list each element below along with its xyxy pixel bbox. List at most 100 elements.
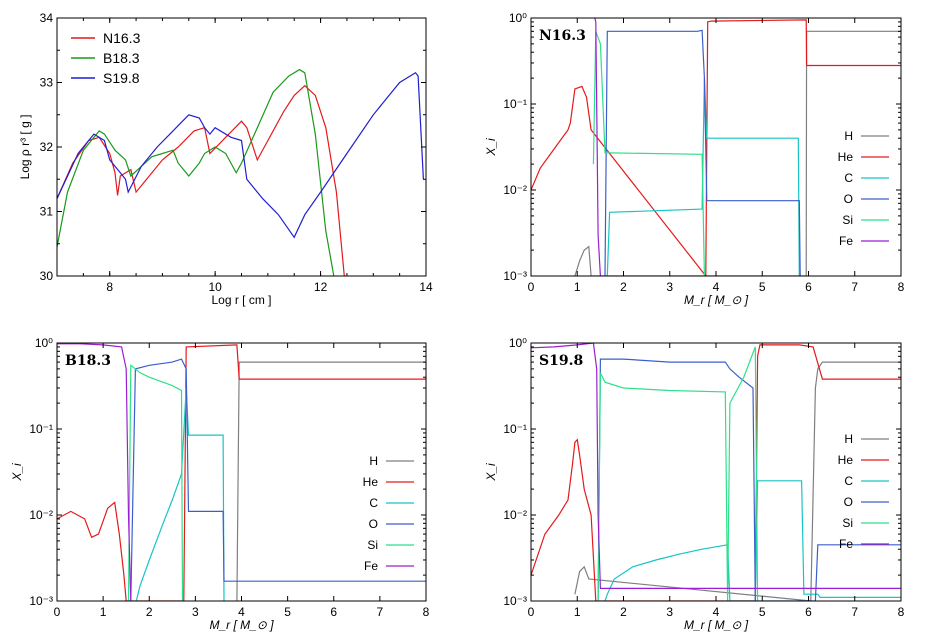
series-line-he bbox=[531, 344, 901, 601]
y-tick-label: 30 bbox=[40, 269, 54, 283]
x-tick-label: 7 bbox=[851, 605, 858, 619]
series-line-o bbox=[130, 358, 426, 601]
x-tick-label: 8 bbox=[106, 280, 113, 294]
legend-label: H bbox=[844, 129, 853, 143]
series-line-c bbox=[604, 480, 901, 601]
x-tick-label: 5 bbox=[759, 280, 766, 294]
series-line-fe bbox=[594, 18, 601, 276]
y-tick-label: 10⁻² bbox=[503, 508, 527, 522]
x-tick-label: 3 bbox=[192, 605, 199, 619]
legend-label: S19.8 bbox=[103, 70, 140, 86]
series-line-h bbox=[574, 361, 901, 601]
legend-label: Si bbox=[842, 516, 853, 530]
series-line-si bbox=[597, 346, 759, 601]
x-tick-label: 4 bbox=[238, 605, 245, 619]
y-tick-label: 10⁻¹ bbox=[29, 422, 53, 436]
x-tick-label: 2 bbox=[620, 280, 627, 294]
x-tick-label: 2 bbox=[146, 605, 153, 619]
y-tick-label: 10⁻² bbox=[503, 183, 527, 197]
legend-label: He bbox=[838, 453, 854, 467]
x-tick-label: 7 bbox=[851, 280, 858, 294]
legend-label: O bbox=[844, 192, 853, 206]
y-tick-label: 10⁻¹ bbox=[503, 97, 527, 111]
y-axis-label: X_i bbox=[10, 463, 24, 482]
legend-label: C bbox=[844, 171, 853, 185]
series-line-he bbox=[57, 344, 426, 601]
y-tick-label: 31 bbox=[40, 205, 54, 219]
legend-label: Si bbox=[367, 538, 378, 552]
x-tick-label: 3 bbox=[666, 605, 673, 619]
y-tick-label: 10⁻¹ bbox=[503, 422, 527, 436]
legend-label: H bbox=[369, 454, 378, 468]
x-tick-label: 0 bbox=[528, 605, 535, 619]
series-line-fe bbox=[57, 343, 132, 601]
series-line-h bbox=[574, 30, 901, 276]
x-tick-label: 8 bbox=[898, 605, 905, 619]
x-tick-label: 5 bbox=[759, 605, 766, 619]
x-tick-label: 8 bbox=[898, 280, 905, 294]
series-line-o bbox=[597, 358, 901, 601]
legend-label: H bbox=[844, 432, 853, 446]
x-axis-label: Log r [ cm ] bbox=[211, 293, 271, 307]
panel-2: 0 1 2 3 4 5 6 7 8 10⁻³ 10⁻² 10⁻¹ 10⁰ M_r [ M_⊙ ] X_i N1… bbox=[484, 11, 905, 307]
panel-4: 0 1 2 3 4 5 6 7 8 10⁻³ 10⁻² 10⁻¹ 10⁰ M_r [ M_⊙ ] X_i S1… bbox=[484, 336, 905, 632]
x-tick-label: 6 bbox=[330, 605, 337, 619]
y-tick-label: 10⁰ bbox=[509, 11, 527, 25]
x-tick-label: 3 bbox=[666, 280, 673, 294]
x-tick-label: 12 bbox=[314, 280, 328, 294]
y-tick-label: 10⁻³ bbox=[29, 594, 53, 608]
y-axis-label: X_i bbox=[484, 463, 498, 482]
panel-title: N16.3 bbox=[539, 28, 586, 44]
y-tick-label: 32 bbox=[40, 140, 54, 154]
legend-label: Si bbox=[842, 213, 853, 227]
x-tick-label: 0 bbox=[54, 605, 61, 619]
legend-label: O bbox=[844, 495, 853, 509]
x-tick-label: 8 bbox=[423, 605, 430, 619]
panel-title: B18.3 bbox=[65, 353, 111, 369]
x-tick-label: 5 bbox=[284, 605, 291, 619]
x-axis-label: M_r [ M_⊙ ] bbox=[209, 618, 274, 632]
x-tick-label: 14 bbox=[419, 280, 433, 294]
x-tick-label: 0 bbox=[528, 280, 535, 294]
legend-label: Fe bbox=[364, 559, 378, 573]
y-tick-label: 33 bbox=[40, 76, 54, 90]
legend-label: N16.3 bbox=[103, 30, 141, 46]
x-tick-label: 2 bbox=[620, 605, 627, 619]
series-line-b183 bbox=[57, 68, 335, 276]
x-tick-label: 4 bbox=[713, 280, 720, 294]
x-tick-label: 6 bbox=[805, 605, 812, 619]
legend-label: Fe bbox=[839, 537, 853, 551]
x-tick-label: 4 bbox=[713, 605, 720, 619]
y-tick-label: 34 bbox=[40, 11, 54, 25]
y-tick-label: 10⁻³ bbox=[503, 269, 527, 283]
y-tick-label: 10⁰ bbox=[35, 336, 53, 350]
legend-label: B18.3 bbox=[103, 50, 140, 66]
panel-3: 0 1 2 3 4 5 6 7 8 10⁻³ 10⁻² 10⁻¹ 10⁰ M_r [ M_⊙ ] X_i B1… bbox=[10, 336, 430, 632]
series-line-o bbox=[604, 29, 801, 276]
y-axis-label: X_i bbox=[484, 138, 498, 157]
legend-label: He bbox=[838, 150, 854, 164]
y-tick-label: 10⁻² bbox=[29, 508, 53, 522]
panel-1: 8 10 12 14 30 31 32 33 34 Log r [ cm ] Log ρ r³ [ … bbox=[18, 11, 433, 307]
y-tick-label: 10⁰ bbox=[509, 336, 527, 350]
y-axis-label: Log ρ r³ [ g ] bbox=[18, 115, 32, 180]
x-axis-label: M_r [ M_⊙ ] bbox=[684, 618, 749, 632]
x-tick-label: 1 bbox=[574, 605, 581, 619]
series-line-n163 bbox=[57, 84, 345, 276]
plot-frame bbox=[530, 342, 902, 602]
legend-label: C bbox=[369, 496, 378, 510]
series-line-s198 bbox=[57, 72, 424, 239]
x-axis-label: M_r [ M_⊙ ] bbox=[684, 293, 749, 307]
series-line-si bbox=[127, 364, 184, 601]
x-tick-label: 7 bbox=[377, 605, 384, 619]
legend-label: O bbox=[369, 517, 378, 531]
x-tick-label: 6 bbox=[805, 280, 812, 294]
y-tick-label: 10⁻³ bbox=[503, 594, 527, 608]
series-line-c bbox=[135, 387, 225, 601]
series-line-fe bbox=[531, 343, 901, 590]
x-tick-label: 1 bbox=[100, 605, 107, 619]
legend-label: He bbox=[363, 475, 379, 489]
x-tick-label: 10 bbox=[208, 280, 222, 294]
series-line-h bbox=[236, 361, 426, 601]
